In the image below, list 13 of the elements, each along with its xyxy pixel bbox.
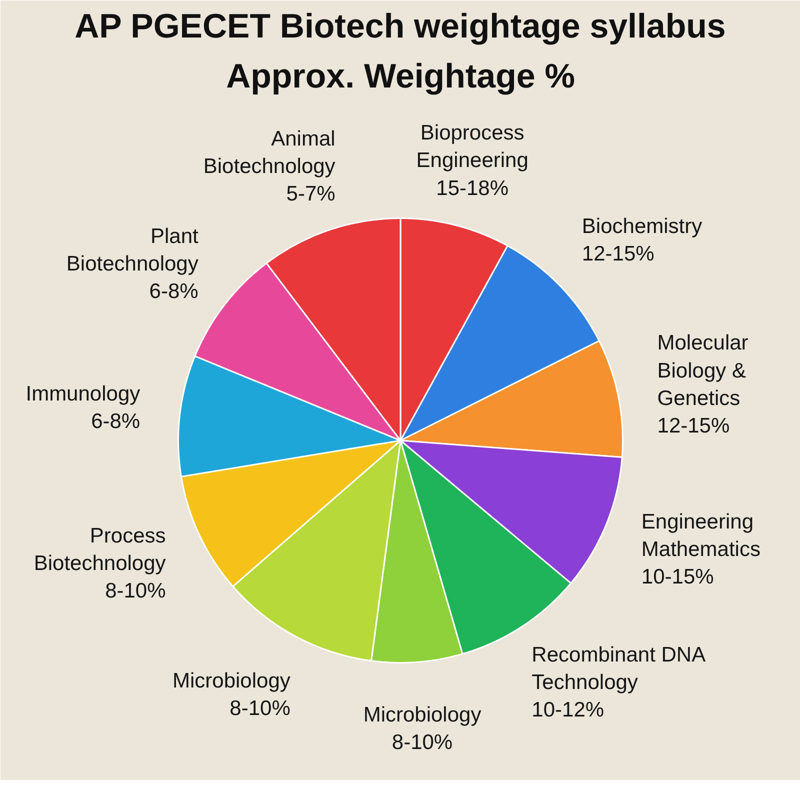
slice-label: Molecular Biology & Genetics 12-15% bbox=[657, 332, 748, 438]
slice-label: Biochemistry 12-15% bbox=[582, 214, 703, 266]
chart-title: AP PGECET Biotech weightage syllabus bbox=[74, 8, 726, 46]
slice-label: Microbiology 8-10% bbox=[363, 703, 482, 754]
slice-label: Engineering Mathematics 10-15% bbox=[641, 510, 760, 588]
chart-subtitle: Approx. Weightage % bbox=[226, 58, 575, 96]
slice-label: Bioprocess Engineering 15-18% bbox=[416, 122, 528, 200]
slice-label: Recombinant DNA Technology 10-12% bbox=[532, 643, 706, 722]
slice-label: Process Biotechnology 8-10% bbox=[34, 524, 166, 603]
slice-label: Immunology 6-8% bbox=[26, 382, 141, 434]
slice-label: Microbiology 8-10% bbox=[172, 670, 291, 720]
slice-label: Animal Biotechnology 5-7% bbox=[203, 128, 336, 206]
slice-label: Plant Biotechnology 6-8% bbox=[66, 225, 199, 304]
